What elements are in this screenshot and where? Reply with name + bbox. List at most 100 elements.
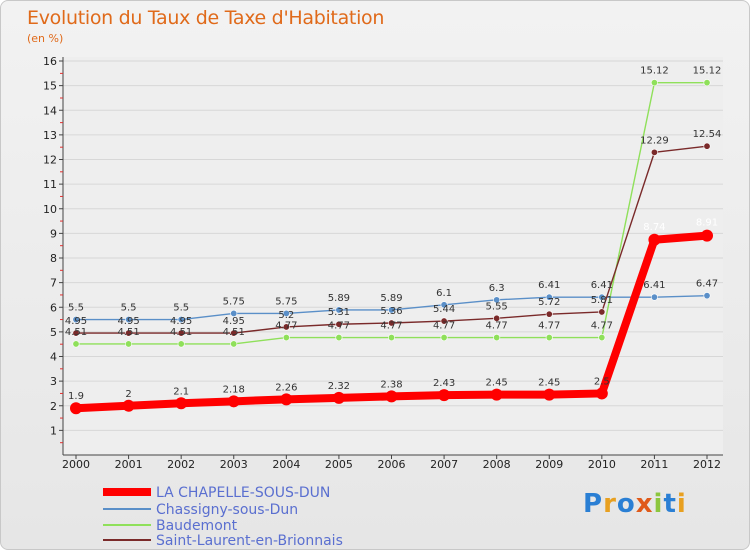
data-label-baudemont: 4.77 [591,321,613,332]
data-label-saint-laurent-en-brionnais: 4.95 [170,316,192,327]
data-point-la-chapelle-sous-dun [280,393,293,406]
data-point-chassigny-sous-dun [72,316,80,324]
data-point-chassigny-sous-dun [125,316,133,324]
logo-letter: r [603,489,617,519]
logo-letter: i [653,489,664,519]
y-tick-label-13: 13 [43,129,57,142]
y-tick-label-12: 12 [43,154,57,167]
logo-letter: t [663,489,677,519]
proxiti-logo: Proxiti [583,489,687,519]
x-tick-label-2010: 2010 [588,458,616,471]
data-point-baudemont [598,334,606,342]
y-tick-label-6: 6 [50,301,57,314]
data-point-saint-laurent-en-brionnais [493,314,501,322]
data-label-chassigny-sous-dun: 5.75 [275,296,297,307]
legend-label-baudemont: Baudemont [156,518,238,534]
data-label-saint-laurent-en-brionnais: 5.55 [486,301,508,312]
x-tick-label-2000: 2000 [62,458,90,471]
data-label-la-chapelle-sous-dun: 2.26 [275,382,297,393]
data-point-saint-laurent-en-brionnais [440,317,448,325]
data-point-chassigny-sous-dun [703,292,711,300]
data-point-la-chapelle-sous-dun [227,395,240,408]
data-label-chassigny-sous-dun: 5.89 [328,293,350,304]
data-label-baudemont: 4.77 [486,321,508,332]
data-label-saint-laurent-en-brionnais: 12.54 [693,129,722,140]
data-point-saint-laurent-en-brionnais [545,310,553,318]
chart-title: Evolution du Taux de Taxe d'Habitation [27,7,385,29]
data-point-saint-laurent-en-brionnais [282,323,290,331]
data-label-baudemont: 15.12 [693,66,722,77]
data-point-baudemont [650,79,658,87]
data-label-baudemont: 4.51 [170,327,192,338]
data-point-chassigny-sous-dun [650,293,658,301]
data-point-saint-laurent-en-brionnais [230,329,238,337]
data-point-la-chapelle-sous-dun [385,390,398,403]
data-point-saint-laurent-en-brionnais [650,148,658,156]
data-point-baudemont [125,340,133,348]
unit-label: (en %) [27,32,64,45]
data-point-baudemont [493,334,501,342]
data-label-baudemont: 4.77 [538,321,560,332]
data-point-baudemont [545,334,553,342]
x-tick-label-2001: 2001 [115,458,143,471]
logo-letter: i [676,489,687,519]
legend-label-chassigny-sous-dun: Chassigny-sous-Dun [156,502,298,518]
data-label-la-chapelle-sous-dun: 2.45 [538,378,560,389]
data-point-saint-laurent-en-brionnais [387,319,395,327]
data-point-baudemont [703,79,711,87]
data-label-saint-laurent-en-brionnais: 5.44 [433,304,455,315]
data-point-la-chapelle-sous-dun [490,388,503,401]
y-tick-label-4: 4 [50,351,57,364]
data-label-saint-laurent-en-brionnais: 12.29 [640,135,669,146]
data-label-la-chapelle-sous-dun: 2.45 [486,378,508,389]
data-label-la-chapelle-sous-dun: 2 [125,389,131,400]
data-label-chassigny-sous-dun: 5.89 [380,293,402,304]
data-label-baudemont: 4.51 [223,327,245,338]
data-label-chassigny-sous-dun: 6.41 [591,280,613,291]
data-point-baudemont [335,334,343,342]
data-label-la-chapelle-sous-dun: 8.74 [643,222,665,233]
data-label-chassigny-sous-dun: 6.41 [538,280,560,291]
data-label-chassigny-sous-dun: 5.5 [68,303,84,314]
data-label-chassigny-sous-dun: 5.5 [173,303,189,314]
x-tick-label-2009: 2009 [535,458,563,471]
data-point-la-chapelle-sous-dun [175,397,188,410]
data-point-chassigny-sous-dun [335,306,343,314]
data-label-la-chapelle-sous-dun: 2.1 [173,386,189,397]
legend-label-saint-laurent-en-brionnais: Saint-Laurent-en-Brionnais [156,533,343,549]
legend-label-la-chapelle-sous-dun: LA CHAPELLE-SOUS-DUN [156,485,330,501]
data-label-la-chapelle-sous-dun: 2.5 [594,376,610,387]
y-tick-label-11: 11 [43,178,57,191]
logo-letter: o [616,489,636,519]
data-point-la-chapelle-sous-dun [648,233,661,246]
data-label-saint-laurent-en-brionnais: 5.2 [278,310,294,321]
data-label-la-chapelle-sous-dun: 8.91 [696,218,718,229]
y-tick-label-5: 5 [50,326,57,339]
x-tick-label-2011: 2011 [640,458,668,471]
y-tick-label-2: 2 [50,400,57,413]
data-point-chassigny-sous-dun [440,301,448,309]
data-point-saint-laurent-en-brionnais [72,329,80,337]
y-tick-label-10: 10 [43,203,57,216]
data-point-la-chapelle-sous-dun [332,391,345,404]
data-label-saint-laurent-en-brionnais: 4.95 [65,316,87,327]
y-tick-label-16: 16 [43,55,57,68]
data-point-saint-laurent-en-brionnais [703,142,711,150]
x-tick-label-2002: 2002 [167,458,195,471]
data-point-chassigny-sous-dun [177,316,185,324]
data-label-baudemont: 4.77 [328,321,350,332]
data-label-saint-laurent-en-brionnais: 5.36 [380,306,402,317]
data-label-saint-laurent-en-brionnais: 5.72 [538,297,560,308]
data-point-saint-laurent-en-brionnais [125,329,133,337]
data-label-baudemont: 4.51 [117,327,139,338]
data-point-la-chapelle-sous-dun [543,388,556,401]
data-label-la-chapelle-sous-dun: 2.38 [380,379,402,390]
data-point-saint-laurent-en-brionnais [177,329,185,337]
data-point-chassigny-sous-dun [493,296,501,304]
data-point-baudemont [282,334,290,342]
data-label-la-chapelle-sous-dun: 1.9 [68,391,84,402]
data-point-saint-laurent-en-brionnais [598,308,606,316]
data-point-la-chapelle-sous-dun [70,402,82,415]
